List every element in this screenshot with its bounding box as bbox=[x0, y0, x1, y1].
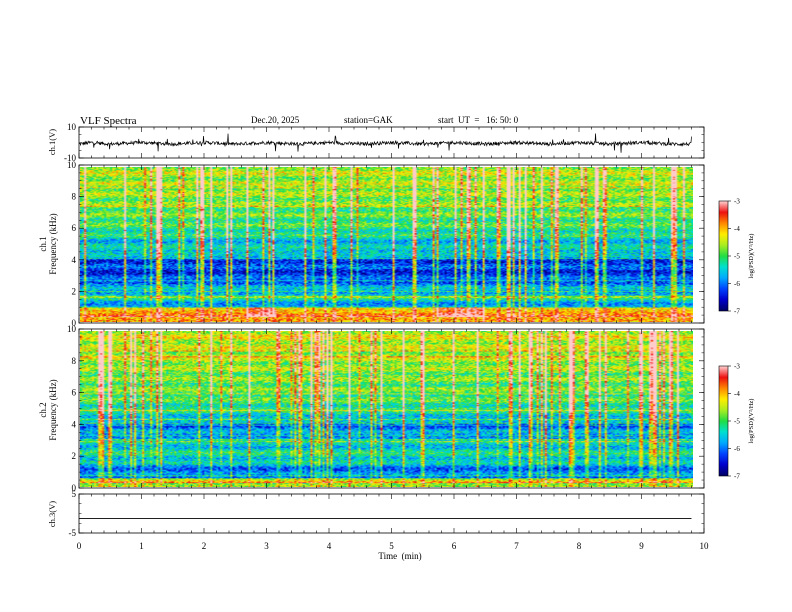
y-tick-label: 8 bbox=[72, 192, 77, 202]
x-tick-label: 1 bbox=[139, 541, 144, 551]
ch1-waveform-line bbox=[78, 133, 692, 153]
y-tick-label: -10 bbox=[64, 153, 76, 163]
ch1-ylabel-frequency: Frequency (kHz) bbox=[48, 213, 58, 274]
ch3-waveform-ylabel: ch.3(V) bbox=[47, 501, 57, 527]
date-label: Dec.20, 2025 bbox=[251, 115, 300, 125]
y-tick-label: 10 bbox=[67, 122, 77, 132]
y-tick-label: -5 bbox=[69, 528, 77, 538]
figure-title: VLF Spectra bbox=[80, 115, 137, 127]
ch1-spectrogram-image bbox=[80, 167, 693, 322]
ch1-colorbar-ticks: -3 -4 -5 -6 -7 bbox=[728, 198, 740, 316]
y-tick-label: 8 bbox=[72, 356, 77, 366]
x-tick-label: 3 bbox=[264, 541, 269, 551]
ch1-colorbar-gradient bbox=[719, 201, 728, 311]
colorbar-tick-label: -3 bbox=[734, 363, 740, 371]
x-tick-label: 7 bbox=[514, 541, 519, 551]
ch2-ylabel-channel: ch.2 bbox=[38, 402, 48, 417]
x-tick-label: 0 bbox=[77, 541, 82, 551]
ch1-colorbar: -3 -4 -5 -6 -7 log(PSD)(V²/Hz) bbox=[718, 198, 755, 316]
colorbar-tick-label: -6 bbox=[734, 280, 740, 288]
y-tick-label: 10 bbox=[67, 324, 77, 334]
colorbar-tick-label: -7 bbox=[734, 473, 740, 481]
colorbar-tick-label: -4 bbox=[734, 390, 740, 398]
y-tick-label: 6 bbox=[72, 223, 77, 233]
ch1-spectrogram-panel bbox=[78, 164, 705, 324]
ch2-spectrogram-ylabel: ch.2 Frequency (kHz) bbox=[38, 379, 58, 440]
ch2-colorbar-ticks: -3 -4 -5 -6 -7 bbox=[728, 363, 740, 481]
colorbar-tick-label: -4 bbox=[734, 225, 740, 233]
ch2-colorbar-label: log(PSD)(V²/Hz) bbox=[748, 399, 755, 444]
ch2-colorbar-gradient bbox=[719, 366, 728, 476]
y-tick-label: 2 bbox=[72, 451, 77, 461]
ch3-waveform-frame bbox=[78, 493, 705, 534]
x-tick-label: 10 bbox=[700, 541, 710, 551]
ch2-ylabel-frequency: Frequency (kHz) bbox=[48, 379, 58, 440]
colorbar-tick-label: -3 bbox=[734, 198, 740, 206]
ch1-colorbar-label: log(PSD)(V²/Hz) bbox=[748, 234, 755, 279]
x-tick-label: 8 bbox=[577, 541, 582, 551]
colorbar-tick-label: -5 bbox=[734, 253, 740, 261]
y-tick-label: 0 bbox=[72, 318, 77, 328]
start-ut-label: start UT = 16: 50: 0 bbox=[438, 115, 519, 125]
x-axis-label: Time (min) bbox=[378, 551, 421, 561]
x-tick-label: 5 bbox=[389, 541, 394, 551]
y-tick-label: 2 bbox=[72, 286, 77, 296]
ch1-waveform-ylabel: ch.1(V) bbox=[47, 129, 57, 155]
x-tick-label: 4 bbox=[327, 541, 332, 551]
x-tick-label: 9 bbox=[639, 541, 644, 551]
ch1-spectrogram-ylabel: ch.1 Frequency (kHz) bbox=[38, 213, 58, 274]
y-tick-label: 0 bbox=[72, 483, 77, 493]
y-tick-label: 5 bbox=[72, 489, 77, 499]
x-tick-label: 2 bbox=[202, 541, 207, 551]
y-tick-label: 4 bbox=[72, 419, 77, 429]
ch2-spectrogram-image bbox=[80, 331, 693, 487]
x-tick-label: 6 bbox=[452, 541, 457, 551]
ch1-waveform-trace bbox=[78, 133, 692, 153]
colorbar-tick-label: -7 bbox=[734, 308, 740, 316]
y-tick-label: 4 bbox=[72, 255, 77, 265]
ch1-ylabel-channel: ch.1 bbox=[38, 236, 48, 251]
ch2-spectrogram-panel bbox=[78, 328, 705, 489]
ch2-colorbar: -3 -4 -5 -6 -7 log(PSD)(V²/Hz) bbox=[718, 363, 755, 481]
y-tick-label: 10 bbox=[67, 160, 77, 170]
y-tick-label: 6 bbox=[72, 388, 77, 398]
colorbar-tick-label: -5 bbox=[734, 418, 740, 426]
colorbar-tick-label: -6 bbox=[734, 445, 740, 453]
station-label: station=GAK bbox=[344, 115, 393, 125]
